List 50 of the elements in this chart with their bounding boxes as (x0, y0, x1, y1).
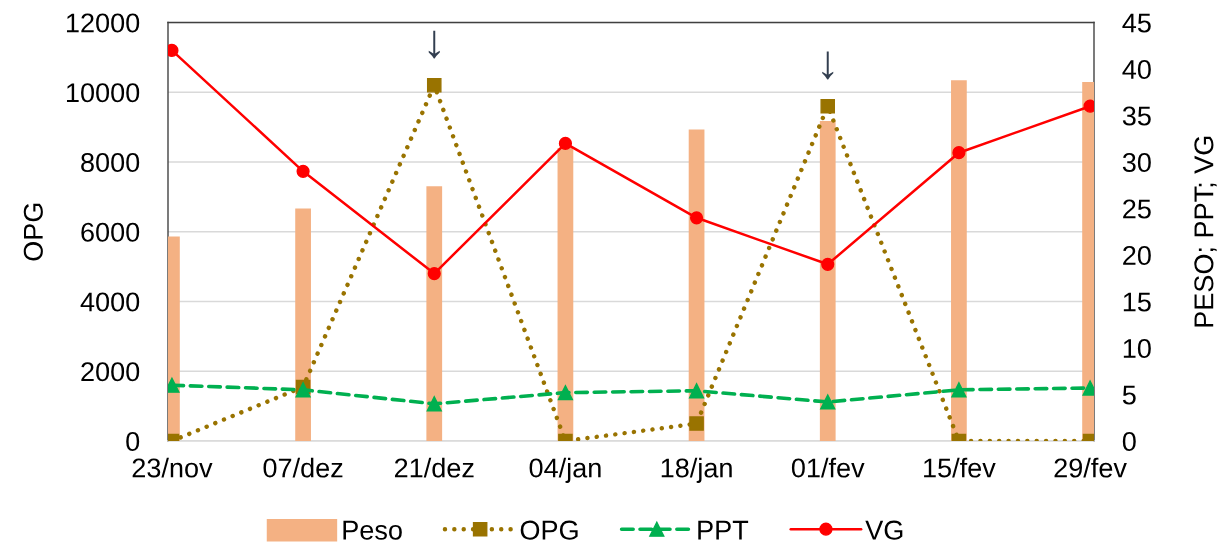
legend-label: PPT (698, 520, 749, 540)
bar (426, 186, 443, 441)
x-tick-label: 23/nov (132, 457, 213, 478)
x-tick-label: 29/fev (1054, 457, 1127, 478)
point (426, 396, 442, 412)
y-tick-label: 10000 (66, 83, 140, 103)
y2-tick-label: 15 (1123, 292, 1151, 312)
y2-tick-label: 25 (1123, 199, 1151, 219)
y2-axis-title: PESO; PPT; VG (1194, 136, 1217, 327)
y2-tick-label: 30 (1122, 152, 1151, 173)
point (689, 211, 704, 225)
y-axis-title: OPG (23, 203, 43, 261)
y-tick-label: 0 (126, 431, 140, 452)
y2-tick-label: 20 (1123, 245, 1151, 266)
bar (819, 121, 836, 441)
x-tick-label: 21/dez (394, 457, 474, 478)
y-tick-label: 12000 (66, 13, 140, 33)
x-tick-label: 18/jan (661, 457, 732, 483)
point (820, 98, 836, 114)
y2-tick-label: 10 (1123, 338, 1151, 359)
y2-tick-label: 45 (1122, 13, 1151, 33)
y-tick-label: 2000 (81, 362, 140, 382)
point (296, 164, 310, 178)
legend-label: Peso (343, 520, 402, 540)
y-tick-label: 6000 (81, 222, 140, 242)
y2-tick-label: 40 (1122, 59, 1151, 80)
point (820, 394, 836, 410)
point (558, 136, 573, 150)
x-tick-label: 04/jan (529, 457, 601, 483)
x-tick-label: 15/fev (924, 457, 996, 478)
legend-label: VG (865, 520, 903, 540)
y2-tick-label: 0 (1122, 431, 1136, 452)
bar (295, 208, 311, 441)
point (426, 77, 442, 93)
point (427, 267, 441, 281)
legend-label: OPG (520, 520, 578, 540)
x-tick-label: 01/fev (791, 457, 865, 478)
x-tick-label: 07/dez (263, 457, 343, 478)
point (951, 382, 967, 398)
point (557, 385, 574, 401)
point (952, 146, 966, 160)
y2-tick-label: 5 (1122, 385, 1136, 405)
annotation: ↓ (428, 30, 440, 59)
point (821, 257, 835, 271)
bar (951, 80, 967, 441)
y2-tick-label: 35 (1122, 106, 1151, 126)
y-tick-label: 8000 (81, 152, 140, 173)
y-tick-label: 4000 (80, 292, 140, 312)
point (688, 383, 705, 399)
annotation: ↓ (822, 51, 834, 80)
